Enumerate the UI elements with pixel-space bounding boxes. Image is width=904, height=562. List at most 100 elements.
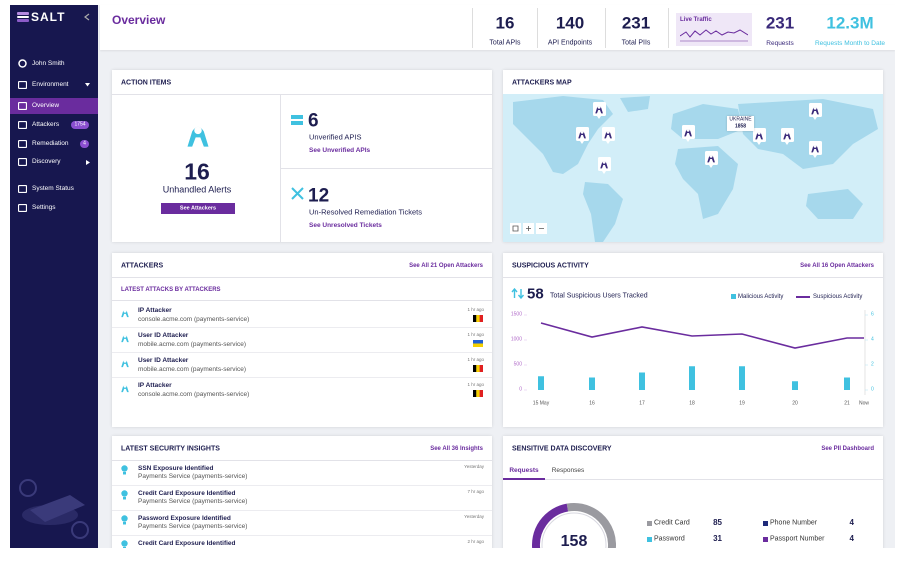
see-attackers-button[interactable] — [161, 203, 235, 214]
attacker-type[interactable]: IP Attacker — [138, 306, 172, 314]
attacker-icon-part — [123, 335, 127, 338]
alerts-value: 16 — [184, 158, 210, 185]
menu-icon — [18, 185, 27, 193]
x-tick-label: 21 — [844, 400, 850, 407]
trend-icon-part — [517, 289, 525, 299]
legend-swatch — [731, 294, 736, 299]
card-link[interactable]: See All 36 Insights — [430, 446, 483, 452]
remediation-icon — [291, 187, 304, 200]
menu-item[interactable]: Settings — [32, 203, 56, 211]
insight-title[interactable]: SSN Exposure Identified — [138, 464, 214, 472]
tab[interactable]: Responses — [551, 466, 585, 474]
country-flag-part — [473, 365, 477, 372]
card-link[interactable]: See All 21 Open Attackers — [409, 263, 483, 269]
requests-value: 231 — [765, 13, 795, 33]
attacker-type[interactable]: IP Attacker — [138, 381, 172, 389]
attackers-subtitle: LATEST ATTACKS BY ATTACKERS — [121, 287, 221, 293]
insight-icon — [121, 490, 128, 500]
menu-badge — [71, 121, 89, 129]
world-map — [503, 94, 883, 242]
trend-icon — [511, 288, 525, 299]
insight-time: Yesterday — [464, 513, 484, 519]
insight-icon — [121, 465, 128, 475]
attacker-icon-part — [123, 360, 127, 363]
callout-value: 1858 — [734, 123, 747, 130]
world-map-part — [595, 106, 603, 114]
world-map-part — [813, 107, 817, 110]
y2-tick-label: 0 — [871, 386, 874, 393]
user-name: John Smith — [32, 59, 65, 67]
pii-label: Credit Card — [654, 519, 690, 527]
world-map-part — [709, 165, 713, 168]
menu-item[interactable]: Remediation — [32, 139, 69, 147]
see-attackers-label[interactable]: See Attackers — [179, 204, 217, 211]
insight-title[interactable]: Credit Card Exposure Identified — [138, 489, 236, 497]
menu-item[interactable]: Environment — [32, 80, 69, 88]
tab[interactable]: Requests — [509, 466, 539, 474]
item-label: Unverified APIS — [309, 132, 362, 142]
user-icon — [18, 59, 27, 68]
card-link[interactable]: See PII Dashboard — [821, 446, 874, 452]
country-flag-part — [479, 365, 483, 372]
menu-item[interactable]: Discovery — [32, 157, 61, 165]
menu-caret-part — [85, 83, 90, 87]
menu-icon-part — [18, 140, 27, 148]
world-map-part — [597, 106, 601, 109]
country-flag — [473, 315, 483, 322]
card-title: ATTACKERS MAP — [512, 79, 572, 87]
insight-icon-part — [123, 522, 126, 525]
attacker-host: mobile.acme.com (payments-service) — [138, 365, 247, 373]
insight-icon-part — [123, 547, 126, 548]
item-link[interactable]: See Unresolved Tickets — [309, 221, 382, 229]
y-tick-label: 500 — [513, 361, 522, 368]
attacker-type[interactable]: User ID Attacker — [138, 331, 189, 339]
menu-icon — [18, 81, 27, 89]
world-map-part — [783, 132, 791, 140]
attacker-icon — [121, 310, 129, 318]
card-link[interactable]: See All 16 Open Attackers — [800, 263, 874, 269]
attacker-icon-part — [123, 310, 127, 313]
world-map-part — [602, 171, 606, 174]
tabs-line — [503, 479, 883, 480]
item-value: 6 — [308, 110, 319, 132]
country-flag-part — [476, 365, 480, 372]
menu-item[interactable]: Overview — [32, 101, 60, 109]
insight-icon — [121, 540, 128, 548]
pii-value: 31 — [713, 534, 722, 543]
world-map-part — [785, 132, 789, 135]
attacker-time: 1 hr ago — [467, 381, 484, 387]
insight-icon-part — [123, 472, 126, 475]
item-value: 12 — [308, 185, 330, 207]
item-link[interactable]: See Unverified APIs — [309, 146, 371, 154]
card-divider-cover — [503, 460, 883, 461]
menu-icon — [18, 102, 27, 110]
insight-time: 2 hr ago — [467, 538, 484, 544]
stat-value: 140 — [555, 13, 585, 33]
insight-title[interactable]: Credit Card Exposure Identified — [138, 539, 236, 547]
insight-title[interactable]: Password Exposure Identified — [138, 514, 231, 522]
world-map-part — [811, 145, 819, 153]
attacker-host: console.acme.com (payments-service) — [138, 390, 250, 398]
world-map-part — [675, 146, 738, 219]
legend-swatch — [796, 296, 810, 298]
legend-swatch — [647, 520, 652, 526]
world-map-part — [580, 131, 584, 134]
x-tick-label: 17 — [639, 400, 645, 407]
legend-swatch — [763, 536, 768, 542]
live-traffic-box — [676, 13, 752, 46]
world-map-part — [604, 131, 612, 139]
pii-label: Passport Number — [770, 535, 825, 543]
y-tick-label: 1000 — [510, 336, 522, 343]
card — [112, 253, 492, 427]
stat-value: 16 — [495, 13, 515, 33]
attacker-type[interactable]: User ID Attacker — [138, 356, 189, 364]
menu-item[interactable]: Attackers — [32, 120, 60, 128]
menu-item[interactable]: System Status — [32, 184, 74, 192]
attacker-icon-part — [121, 360, 129, 368]
menu-caret-part — [86, 160, 90, 165]
country-flag-part — [479, 390, 483, 397]
pii-label: Phone Number — [770, 519, 818, 527]
collapse-icon — [84, 13, 90, 21]
insight-time: 7 hr ago — [467, 488, 484, 494]
total-suspicious: 58 — [527, 285, 544, 303]
